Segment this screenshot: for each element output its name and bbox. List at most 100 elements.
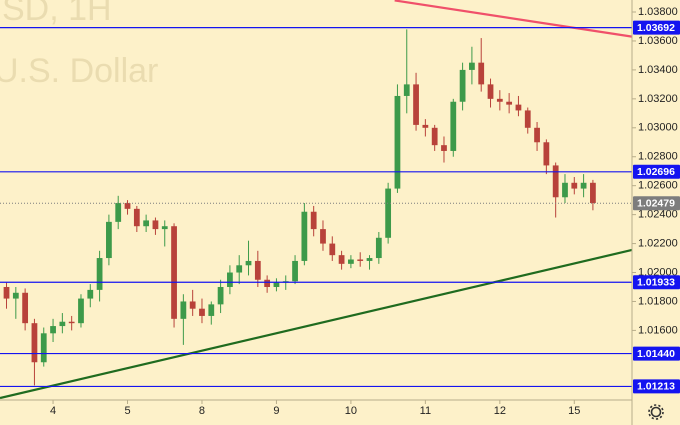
x-tick-label: 5 (124, 405, 130, 417)
candle-body (152, 220, 159, 230)
x-tick-label: 9 (273, 405, 279, 417)
candle-body (217, 286, 224, 305)
level-label: 1.03692 (637, 22, 675, 34)
candle-body (106, 221, 112, 259)
x-tick-label: 11 (420, 405, 431, 417)
candle-body (524, 110, 531, 128)
candle-body (208, 304, 215, 316)
y-tick-label: 1.01800 (638, 295, 678, 307)
watermark: SD, 1H (2, 0, 112, 28)
current-price-box (633, 196, 680, 211)
candle-body (478, 62, 485, 85)
x-tick-label: 15 (568, 405, 580, 417)
candle-body (171, 226, 177, 319)
candle-body (292, 260, 298, 282)
y-tick-label: 1.03200 (638, 93, 678, 105)
candle-body (199, 308, 205, 316)
candle-body (580, 182, 587, 189)
x-tick-label: 10 (345, 405, 357, 417)
candle-body (264, 279, 271, 287)
trendline (0, 248, 633, 400)
watermark: U.S. Dollar (0, 52, 158, 90)
candle-body (143, 220, 150, 227)
level-label-box (633, 20, 680, 35)
candle-body (487, 84, 494, 99)
candle-body (189, 301, 196, 309)
candle-body (562, 182, 568, 198)
candle-body (78, 298, 84, 324)
x-tick-label: 12 (494, 405, 506, 417)
candle-body (385, 188, 392, 238)
candle-body (506, 101, 513, 105)
candle-body (338, 255, 345, 264)
candle-body (469, 62, 475, 70)
level-label-box (633, 164, 680, 179)
candle-body (348, 259, 354, 264)
settings-icon[interactable] (648, 404, 664, 420)
candle-body (403, 84, 410, 96)
candle-body (115, 203, 122, 222)
level-label-box (633, 346, 680, 361)
candle-body (301, 211, 308, 261)
level-label-box (633, 275, 680, 290)
candle-body (254, 260, 261, 280)
candle-body (59, 321, 66, 327)
y-tick-label: 1.03800 (638, 6, 678, 18)
y-tick-label: 1.02800 (638, 151, 678, 163)
current-price-label: 1.02479 (637, 197, 675, 209)
gear-teeth[interactable] (648, 404, 664, 420)
candle-body (590, 182, 596, 204)
trendline (394, 0, 633, 38)
candle-body (450, 101, 457, 151)
candle-body (571, 182, 578, 189)
candle-body (534, 127, 540, 143)
candle-body (96, 258, 103, 290)
candle-body (459, 69, 466, 102)
candle-body (515, 104, 522, 111)
x-tick-label: 4 (50, 405, 56, 417)
x-tick-label: 8 (199, 405, 205, 417)
candle-body (227, 272, 233, 287)
candle-body (422, 124, 429, 128)
y-tick-label: 1.03400 (638, 64, 678, 76)
candle-body (50, 326, 56, 334)
candle-body (161, 226, 168, 230)
candle-body (12, 292, 19, 299)
candle-body (87, 289, 94, 299)
candle-body (431, 127, 438, 146)
y-tick-label: 1.02400 (638, 209, 678, 221)
candle-body (310, 211, 317, 230)
candle-body (329, 243, 336, 256)
candle-body (441, 145, 447, 151)
level-label: 1.01933 (637, 276, 675, 288)
gear[interactable] (650, 406, 662, 418)
level-label: 1.02696 (637, 166, 675, 178)
y-tick-label: 1.02600 (638, 180, 678, 192)
candle-body (375, 237, 382, 259)
candle-body (413, 84, 419, 125)
candle-body (40, 333, 47, 363)
level-label: 1.01440 (637, 348, 675, 360)
candle-body (3, 286, 10, 299)
candle-body (357, 259, 364, 261)
level-label: 1.01213 (637, 381, 675, 393)
candle-body (273, 282, 280, 287)
candle-body (180, 301, 187, 319)
candle-body (366, 258, 373, 261)
candle-body (22, 292, 29, 324)
candle-body (543, 142, 550, 166)
candle-body (552, 165, 559, 198)
y-tick-label: 1.01600 (638, 324, 678, 336)
candle-body (236, 265, 243, 273)
candle-body (394, 95, 401, 189)
candle-body (245, 260, 252, 266)
candle-body (133, 208, 140, 227)
y-tick-label: 1.02200 (638, 237, 678, 249)
candle-body (496, 98, 503, 102)
y-tick-label: 1.03600 (638, 35, 678, 47)
candle-body (320, 229, 326, 244)
candle-body (124, 203, 131, 209)
candle-body (31, 323, 38, 363)
level-label-box (633, 379, 680, 394)
